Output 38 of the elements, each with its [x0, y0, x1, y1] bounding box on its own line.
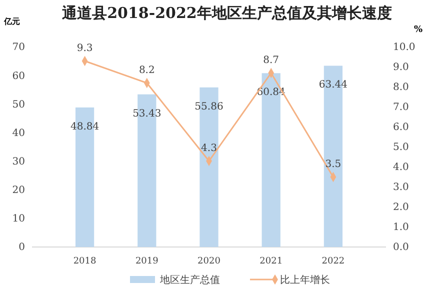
y2-tick-label: 8.0	[393, 82, 409, 94]
y2-tick-label: 1.0	[393, 222, 409, 234]
y-tick-label: 50	[12, 99, 25, 110]
y-axis-title: 亿元	[3, 16, 20, 26]
legend-label: 地区生产总值	[159, 274, 220, 286]
legend-label: 比上年增长	[280, 274, 330, 286]
y2-tick-label: 5.0	[393, 142, 409, 154]
y2-tick-label: 0.0	[393, 242, 409, 254]
y-tick-label: 60	[12, 70, 25, 82]
y-tick-label: 10	[12, 214, 25, 225]
y-tick-label: 20	[12, 185, 25, 196]
y2-axis-title: %	[414, 25, 423, 35]
x-tick-label: 2019	[135, 256, 159, 266]
x-tick-label: 2021	[260, 256, 283, 266]
y2-tick-label: 4.0	[393, 162, 409, 174]
x-tick-label: 2020	[198, 256, 221, 266]
data-label: 63.44	[318, 80, 348, 91]
data-label: 48.84	[70, 121, 100, 132]
x-tick-label: 2022	[322, 256, 345, 266]
y-tick-label: 40	[12, 128, 25, 139]
y2-tick-label: 3.0	[393, 182, 409, 194]
y2-tick-label: 6.0	[393, 122, 409, 134]
y2-tick-label: 10.0	[393, 42, 416, 54]
y-tick-label: 30	[12, 156, 25, 168]
x-tick-label: 2018	[73, 256, 97, 266]
chart-title: 通道县2018-2022年地区生产总值及其增长速度	[61, 4, 392, 22]
data-label: 9.3	[76, 43, 93, 54]
y2-tick-label: 7.0	[393, 102, 409, 114]
y-tick-label: 70	[12, 42, 25, 54]
data-label: 4.3	[201, 143, 217, 154]
data-label: 3.5	[325, 159, 342, 170]
data-label: 8.7	[263, 55, 280, 66]
y2-tick-label: 2.0	[393, 202, 409, 214]
y-tick-label: 0	[18, 242, 25, 254]
data-label: 55.86	[194, 101, 224, 112]
data-label: 53.43	[132, 108, 162, 120]
y2-tick-label: 9.0	[393, 62, 409, 74]
data-label: 8.2	[138, 65, 155, 76]
